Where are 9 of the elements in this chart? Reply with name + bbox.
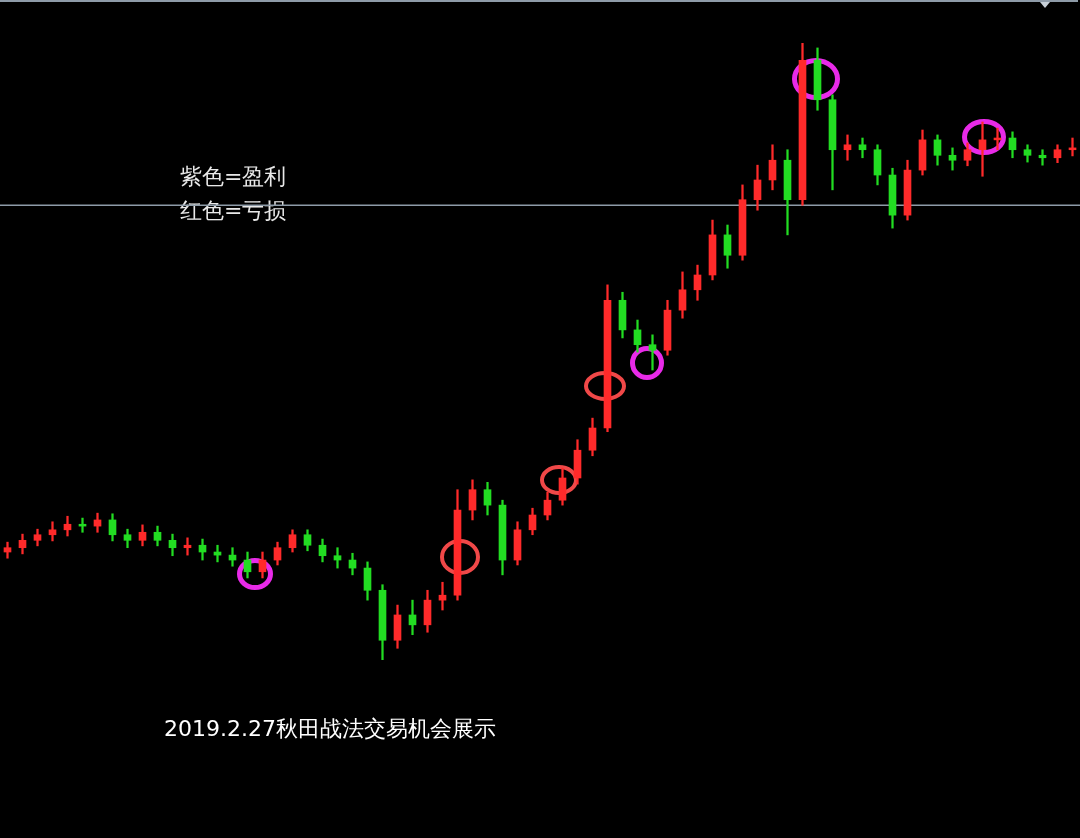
candlestick (648, 334, 657, 371)
candlestick (3, 541, 12, 559)
candlestick (858, 137, 867, 159)
candlestick (948, 147, 957, 171)
candlestick (843, 134, 852, 161)
text: 2019.2.27秋田战法交易机会展示 (164, 715, 496, 743)
candlestick (333, 547, 342, 569)
candlestick (48, 521, 57, 542)
annotation: 紫色=盈利 (180, 163, 287, 191)
